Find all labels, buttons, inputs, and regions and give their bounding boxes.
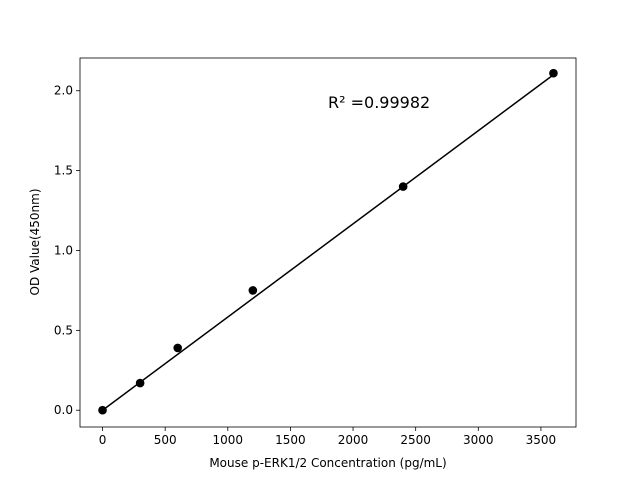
x-axis-label: Mouse p-ERK1/2 Concentration (pg/mL) bbox=[209, 456, 446, 470]
x-tick-label: 2500 bbox=[400, 433, 431, 447]
x-tick-label: 3500 bbox=[526, 433, 557, 447]
data-point bbox=[98, 405, 107, 415]
y-tick-label: 0.0 bbox=[54, 403, 73, 417]
data-point bbox=[398, 182, 408, 191]
x-tick-label: 3000 bbox=[463, 433, 494, 447]
data-point bbox=[173, 343, 182, 353]
data-point bbox=[549, 68, 558, 78]
plot-frame bbox=[79, 57, 577, 428]
y-tick-label: 1.5 bbox=[54, 164, 73, 178]
y-tick-label: 0.5 bbox=[54, 323, 73, 337]
x-tick-label: 0 bbox=[99, 433, 107, 447]
y-tick-label: 1.0 bbox=[54, 243, 73, 257]
x-tick-label: 2000 bbox=[338, 433, 369, 447]
data-point bbox=[135, 378, 145, 388]
data-point bbox=[248, 286, 258, 295]
x-tick-label: 1500 bbox=[275, 433, 306, 447]
annotation: R² =0.99982 bbox=[328, 93, 430, 112]
fit-line bbox=[102, 74, 554, 411]
x-tick-label: 1000 bbox=[213, 433, 244, 447]
y-tick-label: 2.0 bbox=[54, 84, 73, 98]
x-tick-label: 500 bbox=[154, 433, 177, 447]
y-axis-label: OD Value(450nm) bbox=[28, 188, 42, 295]
